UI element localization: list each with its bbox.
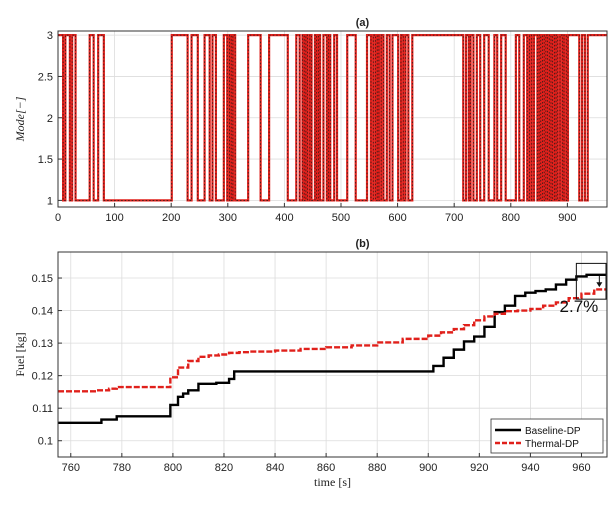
y-tick-label: 2.5 (38, 71, 53, 83)
x-tick-label: 780 (113, 462, 131, 474)
y-tick-label: 1 (47, 195, 53, 207)
zoom-box (575, 262, 607, 300)
x-tick-label: 860 (317, 462, 335, 474)
y-tick-label: 3 (47, 30, 53, 42)
y-axis-label: Mode[−] (13, 96, 27, 142)
legend: Baseline-DP Thermal-DP (490, 418, 604, 454)
series-baseline-dp (58, 273, 607, 425)
x-tick-label: 300 (219, 212, 237, 224)
x-tick-label: 760 (62, 462, 80, 474)
x-tick-label: 900 (419, 462, 437, 474)
x-tick-label: 840 (266, 462, 284, 474)
x-tick-label: 900 (558, 212, 576, 224)
y-tick-label: 0.14 (32, 306, 53, 318)
y-tick-label: 0.12 (32, 371, 53, 383)
y-tick-label: 0.13 (32, 338, 53, 350)
y-tick-label: 0.1 (38, 436, 53, 448)
y-tick-label: 1.5 (38, 154, 53, 166)
panel-title: (a) (356, 17, 370, 29)
panel-title: (b) (355, 238, 369, 250)
x-tick-label: 920 (470, 462, 488, 474)
x-tick-label: 500 (332, 212, 350, 224)
panel-a: 0 100 200 300 400 500 600 700 800 900 1 1.5 2 2.5 3 (a)… (13, 17, 608, 224)
panel-b: 760 780 800 820 840 860 880 900 920 940 960 0.1 0.11… (13, 238, 608, 489)
x-tick-label: 800 (164, 462, 182, 474)
legend-label: Baseline-DP (525, 426, 581, 437)
x-tick-label: 700 (445, 212, 463, 224)
legend-label: Thermal-DP (525, 439, 579, 450)
y-tick-label: 0.11 (32, 403, 53, 415)
x-tick-label: 0 (55, 212, 61, 224)
x-axis-label: time [s] (314, 475, 351, 489)
y-tick-label: 2 (47, 113, 53, 125)
arrow-head (596, 282, 603, 288)
x-tick-label: 800 (502, 212, 520, 224)
legend-box (490, 418, 604, 454)
plot-frame (57, 251, 608, 458)
y-axis-label: Fuel [kg] (13, 332, 27, 376)
x-tick-label: 960 (572, 462, 590, 474)
x-tick-label: 200 (162, 212, 180, 224)
series-thermal-dp (58, 287, 607, 393)
series-mode-overlay (58, 34, 607, 201)
x-tick-label: 820 (215, 462, 233, 474)
x-tick-label: 100 (105, 212, 123, 224)
x-tick-label: 940 (521, 462, 539, 474)
x-tick-label: 880 (368, 462, 386, 474)
y-tick-label: 0.15 (32, 273, 53, 285)
annotation-label: 2.7% (560, 297, 599, 316)
plot-frame (57, 30, 608, 208)
x-tick-label: 400 (275, 212, 293, 224)
x-tick-label: 600 (388, 212, 406, 224)
